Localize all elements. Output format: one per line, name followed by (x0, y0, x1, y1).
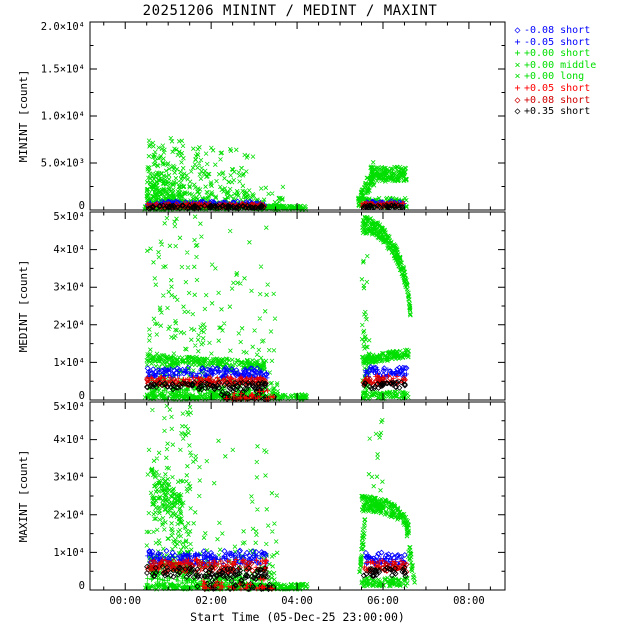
scatter-cluster-x (184, 145, 256, 208)
scatter-cluster-x (149, 466, 185, 525)
axis-ticks (90, 21, 505, 211)
y-axis-label-medint: MEDINT [count] (17, 259, 30, 353)
legend-entry: × +0.00 long (511, 71, 596, 83)
legend-entry: ◇ +0.35 short (511, 106, 596, 118)
legend-entry: ◇ +0.08 short (511, 95, 596, 107)
y-tick-label: 3×10⁴ (53, 282, 85, 294)
x-axis-label: Start Time (05-Dec-25 23:00:00) (190, 610, 405, 624)
x-marker-icon: × (514, 71, 521, 83)
legend-label: +0.00 long (524, 71, 585, 83)
y-tick-label: 5.0×10³ (41, 158, 85, 170)
y-tick-label: 1.0×10⁴ (41, 111, 85, 123)
legend-label: -0.08 short (524, 25, 591, 36)
y-tick-label: 5×10⁴ (53, 211, 85, 223)
legend-entry: ◇ -0.08 short (511, 25, 596, 37)
scatter-cluster-x (360, 347, 411, 366)
legend: ◇ -0.08 short + -0.05 short + +0.00 short ×… (511, 25, 596, 118)
axis-ticks (90, 211, 505, 401)
plus-marker-icon: + (514, 36, 521, 48)
diamond-marker-icon: ◇ (514, 106, 521, 118)
scatter-cluster-x (359, 575, 410, 589)
plus-marker-icon: + (514, 82, 521, 94)
x-tick-label: 04:00 (281, 595, 313, 607)
y-tick-label: 0 (79, 580, 85, 592)
y-tick-label: 3×10⁴ (53, 472, 85, 484)
scatter-cluster-d (360, 564, 409, 580)
x-tick-label: 00:00 (109, 595, 141, 607)
x-tick-label: 08:00 (453, 595, 485, 607)
scatter-cluster-plus (200, 576, 275, 592)
diamond-marker-icon: ◇ (514, 25, 521, 36)
legend-label: +0.35 short (524, 106, 591, 118)
scatter-cluster-x (367, 164, 409, 184)
y-tick-label: 2.0×10⁴ (41, 21, 85, 33)
diamond-marker-icon: ◇ (514, 94, 521, 106)
legend-label: +0.00 short (524, 48, 591, 60)
legend-entry: + -0.05 short (511, 37, 596, 49)
x-marker-icon: × (514, 59, 521, 71)
legend-entry: + +0.05 short (511, 83, 596, 95)
y-tick-label: 5×10⁴ (53, 401, 85, 413)
scatter-cluster-x (404, 518, 417, 585)
y-tick-label: 1×10⁴ (53, 547, 85, 559)
y-tick-label: 2×10⁴ (53, 319, 85, 331)
y-tick-label: 4×10⁴ (53, 244, 85, 256)
scatter-cluster-x (366, 417, 385, 493)
y-tick-label: 0 (79, 200, 85, 212)
scatter-cluster-x (144, 135, 188, 206)
y-tick-label: 4×10⁴ (53, 434, 85, 446)
legend-label: +0.08 short (524, 94, 591, 106)
axis-ticks (90, 401, 505, 591)
legend-entry: + +0.00 short (511, 48, 596, 60)
y-axis-label-maxint: MAXINT [count] (17, 449, 30, 543)
y-tick-label: 2×10⁴ (53, 509, 85, 521)
scatter-cluster-x (359, 493, 411, 536)
y-tick-label: 1×10⁴ (53, 357, 85, 369)
figure-title: 20251206 MININT / MEDINT / MAXINT (142, 3, 438, 19)
scatter-cluster-x (360, 214, 413, 318)
scatter-cluster-x (357, 501, 368, 575)
legend-label: +0.00 middle (524, 59, 597, 71)
plus-marker-icon: + (514, 48, 521, 60)
legend-label: +0.05 short (524, 82, 591, 94)
legend-entry: × +0.00 middle (511, 60, 596, 72)
legend-label: -0.05 short (524, 36, 591, 48)
y-tick-label: 0 (79, 390, 85, 402)
y-tick-label: 1.5×10⁴ (41, 64, 85, 76)
x-tick-label: 06:00 (367, 595, 399, 607)
scatter-cluster-d (361, 379, 408, 392)
y-axis-label-minint: MININT [count] (17, 69, 30, 163)
x-tick-label: 02:00 (195, 595, 227, 607)
